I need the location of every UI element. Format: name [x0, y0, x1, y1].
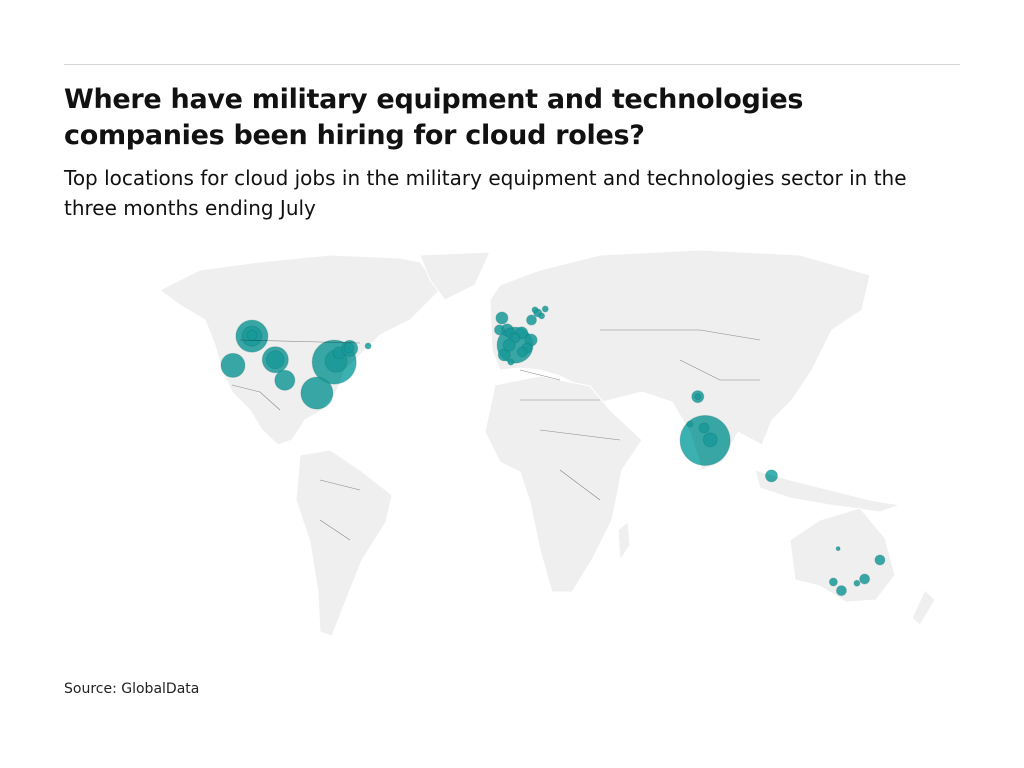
location-bubble [835, 585, 847, 597]
greenland [419, 251, 491, 301]
location-bubble [493, 324, 505, 336]
chart-subtitle: Top locations for cloud jobs in the mili… [64, 166, 907, 220]
madagascar [617, 521, 631, 562]
us-mexico-border [231, 384, 281, 411]
location-bubble [686, 420, 694, 428]
landmasses [159, 249, 936, 637]
chart-title: Where have military equipment and techno… [64, 84, 804, 151]
location-bubble [516, 346, 528, 358]
location-bubble [698, 422, 710, 434]
location-bubble [246, 329, 258, 341]
location-bubble [525, 314, 537, 326]
indonesia [754, 469, 901, 513]
new-zealand [911, 589, 936, 626]
location-bubble [694, 393, 702, 401]
location-bubble [502, 338, 516, 352]
location-bubble [859, 573, 871, 585]
location-bubble [835, 546, 841, 552]
africa [484, 375, 643, 593]
location-bubble [364, 342, 372, 350]
bubble-layer [220, 305, 886, 597]
location-bubble [874, 554, 886, 566]
north-america [159, 254, 441, 446]
location-bubble [220, 352, 246, 378]
location-bubble [702, 432, 718, 448]
location-bubble [265, 350, 285, 370]
top-divider [64, 64, 960, 65]
location-bubble [300, 376, 334, 410]
location-bubble [274, 369, 296, 391]
location-bubble [853, 579, 861, 587]
location-bubble [764, 469, 778, 483]
south-america [295, 449, 393, 637]
location-bubble [538, 312, 546, 320]
africa-borders [519, 369, 621, 501]
asia-borders [600, 329, 761, 381]
location-bubble [531, 306, 539, 314]
source-note: Source: GlobalData [64, 681, 200, 697]
location-bubble [828, 577, 838, 587]
location-bubble [343, 342, 355, 354]
location-bubble [495, 311, 509, 325]
location-bubble [541, 305, 549, 313]
location-bubble [507, 358, 515, 366]
south-america-borders [319, 479, 361, 541]
